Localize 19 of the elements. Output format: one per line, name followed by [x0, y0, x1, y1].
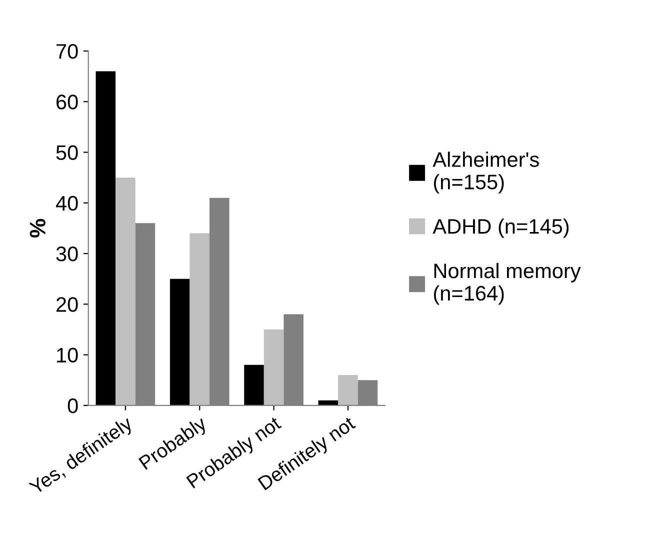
- legend-label: Normal memory (n=164): [434, 262, 581, 305]
- y-tick-label: 50: [56, 145, 78, 160]
- bar: [264, 329, 284, 406]
- y-axis-title: %: [30, 218, 46, 238]
- y-tick-label: 70: [56, 44, 78, 59]
- legend-label: ADHD (n=145): [432, 218, 569, 238]
- y-tick-label: 20: [56, 297, 78, 312]
- bar: [338, 375, 358, 406]
- y-tick-label: 0: [68, 398, 78, 414]
- legend-label: Alzheimer's (n=155): [432, 152, 539, 194]
- y-tick-label: 40: [56, 196, 78, 211]
- bar: [170, 278, 190, 406]
- y-tick-label: 60: [56, 94, 78, 110]
- y-tick-label: 10: [57, 348, 78, 363]
- y-tick-label: 30: [56, 246, 78, 262]
- bar: [190, 233, 210, 406]
- bar: [244, 364, 264, 406]
- bar: [116, 178, 136, 406]
- bar: [96, 71, 116, 406]
